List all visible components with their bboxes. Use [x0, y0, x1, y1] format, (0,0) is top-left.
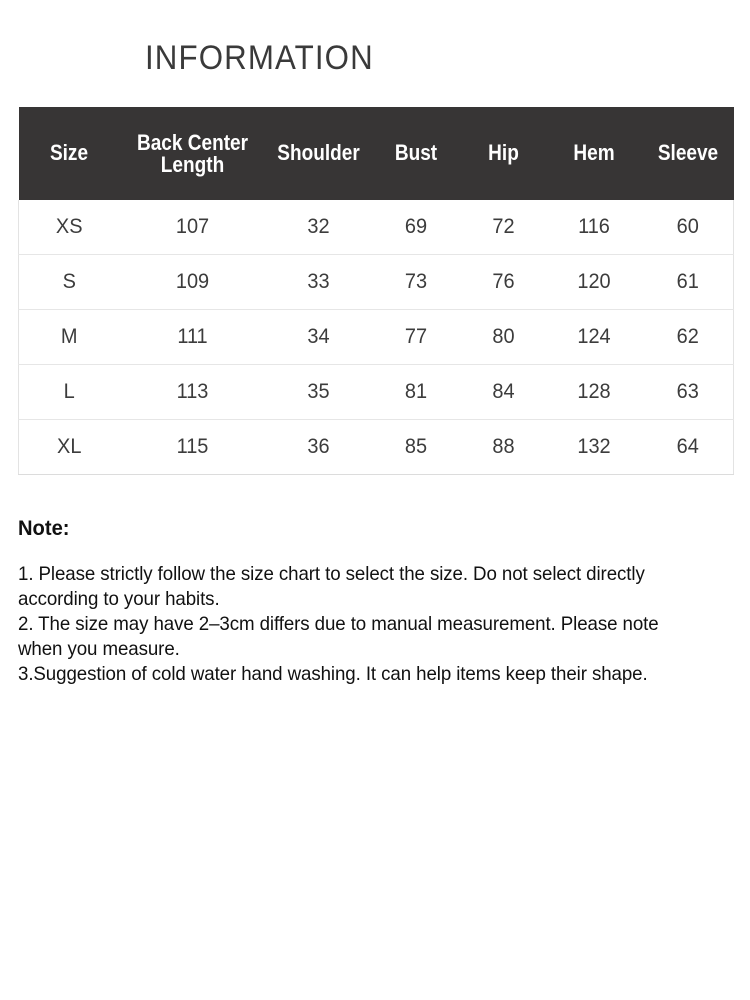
table-body: XS 107 32 69 72 116 60 S 109 33 73 76 12… [19, 200, 734, 475]
cell-size: L [20, 364, 116, 420]
table-row: L 113 35 81 84 128 63 [19, 364, 734, 420]
note-list: 1. Please strictly follow the size chart… [18, 562, 718, 687]
table-row: M 111 34 77 80 124 62 [19, 309, 734, 365]
table-row: S 109 33 73 76 120 61 [19, 254, 734, 310]
column-header-back-center-length: Back Center Length [124, 107, 261, 200]
cell-size: S [20, 254, 116, 310]
cell-shoulder: 36 [268, 419, 368, 475]
cell-bust: 81 [372, 364, 459, 420]
cell-bust: 77 [372, 309, 459, 365]
column-header-hem: Hem [549, 107, 638, 200]
cell-sleeve: 63 [643, 364, 732, 420]
table-header: Size Back Center Length Shoulder Bust Hi… [18, 107, 734, 200]
note-item: 1. Please strictly follow the size chart… [18, 563, 645, 610]
cell-back-center-length: 109 [122, 254, 262, 310]
column-header-hip-label: Hip [487, 140, 519, 166]
cell-shoulder: 33 [268, 254, 368, 310]
table-row: XL 115 36 85 88 132 64 [19, 419, 734, 475]
column-header-size-label: Size [49, 140, 88, 166]
cell-hip: 84 [462, 364, 544, 420]
cell-hip: 80 [462, 309, 544, 365]
column-header-sleeve-label: Sleeve [657, 140, 718, 166]
column-header-bust-label: Bust [394, 140, 437, 166]
cell-hem: 120 [547, 254, 640, 310]
size-chart-table: Size Back Center Length Shoulder Bust Hi… [18, 107, 734, 475]
table-row: XS 107 32 69 72 116 60 [19, 200, 734, 255]
note-item: 2. The size may have 2–3cm differs due t… [18, 613, 659, 660]
cell-shoulder: 35 [268, 364, 368, 420]
note-heading: Note: [18, 517, 70, 540]
column-header-hem-label: Hem [572, 140, 615, 166]
cell-back-center-length: 107 [122, 200, 262, 255]
cell-sleeve: 60 [643, 200, 732, 255]
note-item: 3.Suggestion of cold water hand washing.… [18, 663, 648, 685]
note-section: Note: 1. Please strictly follow the size… [18, 516, 718, 687]
cell-size: XL [20, 419, 116, 475]
cell-bust: 73 [372, 254, 459, 310]
cell-back-center-length: 115 [122, 419, 262, 475]
cell-sleeve: 61 [643, 254, 732, 310]
cell-sleeve: 64 [643, 419, 732, 475]
column-header-sleeve: Sleeve [645, 107, 731, 200]
cell-hem: 132 [547, 419, 640, 475]
cell-hip: 88 [462, 419, 544, 475]
column-header-back-center-length-line1: Back Center [136, 129, 248, 155]
column-header-back-center-length-line2: Length [160, 151, 224, 177]
cell-hem: 124 [547, 309, 640, 365]
cell-hem: 128 [547, 364, 640, 420]
cell-bust: 85 [372, 419, 459, 475]
column-header-size: Size [22, 107, 115, 200]
cell-back-center-length: 113 [122, 364, 262, 420]
page-title: INFORMATION [145, 39, 374, 77]
column-header-hip: Hip [463, 107, 542, 200]
cell-hip: 76 [462, 254, 544, 310]
cell-shoulder: 34 [268, 309, 368, 365]
cell-back-center-length: 111 [122, 309, 262, 365]
table-header-row: Size Back Center Length Shoulder Bust Hi… [18, 107, 734, 200]
cell-hem: 116 [547, 200, 640, 255]
column-header-shoulder-label: Shoulder [276, 140, 360, 166]
cell-sleeve: 62 [643, 309, 732, 365]
column-header-shoulder: Shoulder [269, 107, 367, 200]
cell-size: XS [20, 200, 116, 255]
column-header-bust: Bust [374, 107, 458, 200]
cell-bust: 69 [372, 200, 459, 255]
cell-size: M [20, 309, 116, 365]
cell-shoulder: 32 [268, 200, 368, 255]
cell-hip: 72 [462, 200, 544, 255]
